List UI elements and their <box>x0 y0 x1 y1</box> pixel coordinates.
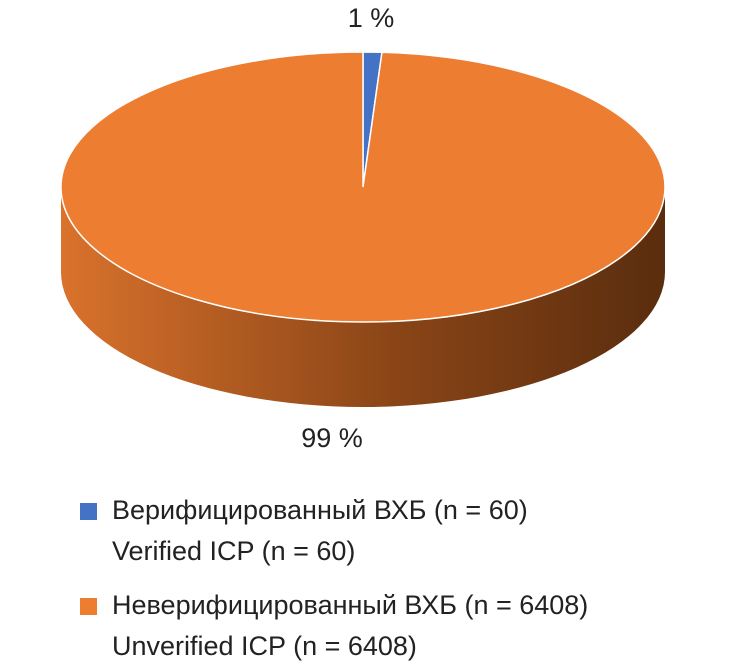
legend-label: Неверифицированный ВХБ (n = 6408) <box>112 590 588 620</box>
legend-label: Unverified ICP (n = 6408) <box>112 631 417 661</box>
legend-label: Verified ICP (n = 60) <box>112 536 355 566</box>
legend-label: Верифицированный ВХБ (n = 60) <box>112 495 528 525</box>
legend-swatch <box>80 598 97 615</box>
legend-swatch <box>80 503 97 520</box>
data-label: 1 % <box>348 3 395 33</box>
pie-side <box>61 187 665 407</box>
data-label: 99 % <box>301 423 363 453</box>
pie-slice <box>60 51 666 323</box>
